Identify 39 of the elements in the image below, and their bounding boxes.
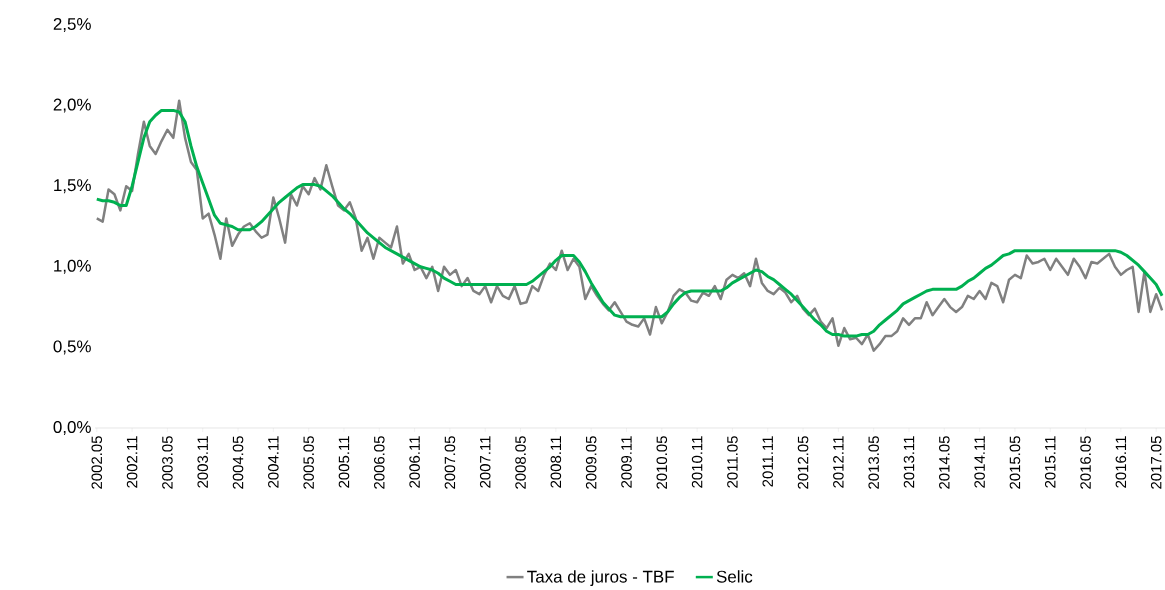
x-tick-label: 2016.11 xyxy=(1115,436,1127,488)
x-tick-label: 2003.11 xyxy=(197,436,208,488)
x-tick-label: 2016.05 xyxy=(1080,436,1091,489)
x-tick-label: 2013.05 xyxy=(868,436,879,489)
x-tick-label: 2006.05 xyxy=(373,436,385,489)
x-tick-label: 2012.05 xyxy=(797,436,809,489)
x-tick-label: 2005.11 xyxy=(338,436,350,488)
x-tick-label: 2004.11 xyxy=(268,436,279,488)
x-tick-label: 2014.05 xyxy=(939,436,950,489)
x-tick-label: 2015.11 xyxy=(1044,436,1056,488)
x-tick-label: 2009.05 xyxy=(585,436,597,489)
x-tick-label: 2006.11 xyxy=(409,436,420,488)
x-tick-label: 2010.05 xyxy=(656,436,668,489)
legend-label: Taxa de juros - TBF xyxy=(527,570,674,586)
y-tick-label: 1,5% xyxy=(54,179,91,194)
x-tick-label: 2002.11 xyxy=(126,436,138,488)
x-tick-label: 2005.05 xyxy=(303,436,314,489)
x-tick-label: 2012.11 xyxy=(833,436,844,488)
legend-label: Selic xyxy=(716,570,753,583)
x-tick-label: 2015.05 xyxy=(1009,436,1021,489)
x-tick-label: 2007.05 xyxy=(444,436,456,489)
x-tick-label: 2008.11 xyxy=(550,436,562,488)
x-tick-label: 2013.11 xyxy=(903,436,915,488)
x-tick-label: 2008.05 xyxy=(515,436,526,489)
x-tick-label: 2014.11 xyxy=(974,436,985,488)
x-tick-label: 2010.11 xyxy=(691,436,703,488)
y-tick-label: 0,5% xyxy=(53,340,91,355)
y-tick-label: 2,5% xyxy=(53,17,91,32)
x-tick-label: 2011.11 xyxy=(762,436,774,487)
x-tick-label: 2007.11 xyxy=(479,436,491,488)
x-tick-label: 2003.05 xyxy=(162,436,173,489)
x-tick-label: 2002.05 xyxy=(91,436,103,489)
x-tick-label: 2017.05 xyxy=(1150,436,1162,489)
x-tick-label: 2011.05 xyxy=(727,436,738,488)
x-tick-label: 2009.11 xyxy=(621,436,632,488)
x-tick-label: 2004.05 xyxy=(232,436,244,489)
y-tick-label: 1,0% xyxy=(54,259,91,274)
y-tick-label: 0,0% xyxy=(53,420,91,435)
y-tick-label: 2,0% xyxy=(53,98,91,113)
